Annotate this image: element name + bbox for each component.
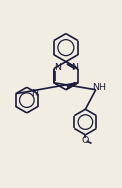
Text: N: N [71, 63, 78, 72]
Text: O: O [82, 136, 89, 146]
Text: NH: NH [92, 83, 106, 92]
Text: N: N [31, 89, 38, 99]
Text: N: N [54, 63, 61, 72]
